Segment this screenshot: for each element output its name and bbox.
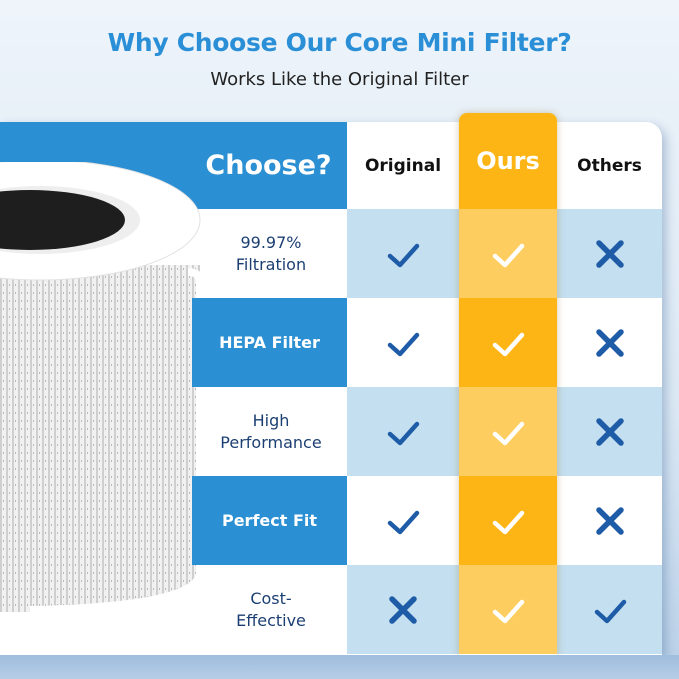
cell-original: [347, 387, 459, 476]
row-label-line: Effective: [236, 610, 306, 630]
cross-icon: [595, 417, 624, 446]
check-icon: [492, 243, 525, 267]
row-label: Cost- Effective: [195, 565, 347, 654]
check-icon: [387, 510, 420, 534]
row-label: HEPA Filter: [192, 298, 347, 387]
row-label: High Performance: [195, 387, 347, 476]
check-icon: [387, 243, 420, 267]
comparison-table: Choose? Original Others 99.97% Filtration…: [0, 122, 662, 655]
row-label: 99.97% Filtration: [195, 209, 347, 298]
row-label: Perfect Fit: [192, 476, 347, 565]
cell-ours: [459, 209, 557, 298]
cell-original: [347, 298, 459, 387]
cross-icon: [595, 328, 624, 357]
row-label-line: High: [252, 410, 290, 430]
bottom-band: [0, 655, 679, 679]
row-label-line: Performance: [220, 432, 322, 452]
check-icon: [492, 510, 525, 534]
column-header-others: Others: [577, 155, 642, 176]
row-label-line: Perfect Fit: [221, 510, 318, 530]
cell-original: [347, 565, 459, 654]
cross-icon: [595, 239, 624, 268]
cell-ours: [459, 565, 557, 654]
check-icon: [492, 599, 525, 623]
check-icon: [387, 421, 420, 445]
cell-others: [557, 298, 662, 387]
check-icon: [492, 421, 525, 445]
row-label-line: Filtration: [235, 254, 307, 274]
check-icon: [492, 332, 525, 356]
row-label-line: HEPA Filter: [219, 332, 320, 352]
corner-label: Choose?: [190, 122, 347, 209]
cell-others: [557, 387, 662, 476]
check-icon: [594, 599, 626, 623]
page-title: Why Choose Our Core Mini Filter?: [107, 28, 572, 57]
cell-ours: [459, 387, 557, 476]
row-label-line: 99.97%: [240, 232, 302, 252]
cross-icon: [595, 506, 624, 535]
cross-icon: [389, 595, 417, 624]
cell-ours: [459, 476, 557, 565]
column-header-ours: Ours: [459, 113, 557, 209]
cell-ours: [459, 298, 557, 387]
page-subtitle: Works Like the Original Filter: [210, 69, 469, 90]
column-header-original: Original: [364, 155, 442, 176]
air-filter-product-image: [0, 162, 204, 614]
check-icon: [387, 332, 420, 356]
cell-others: [557, 209, 662, 298]
row-label-line: Cost-: [250, 588, 292, 608]
cell-others: [557, 476, 662, 565]
cell-original: [347, 476, 459, 565]
cell-others: [557, 565, 662, 654]
ours-column: Ours: [459, 113, 557, 655]
cell-original: [347, 209, 459, 298]
